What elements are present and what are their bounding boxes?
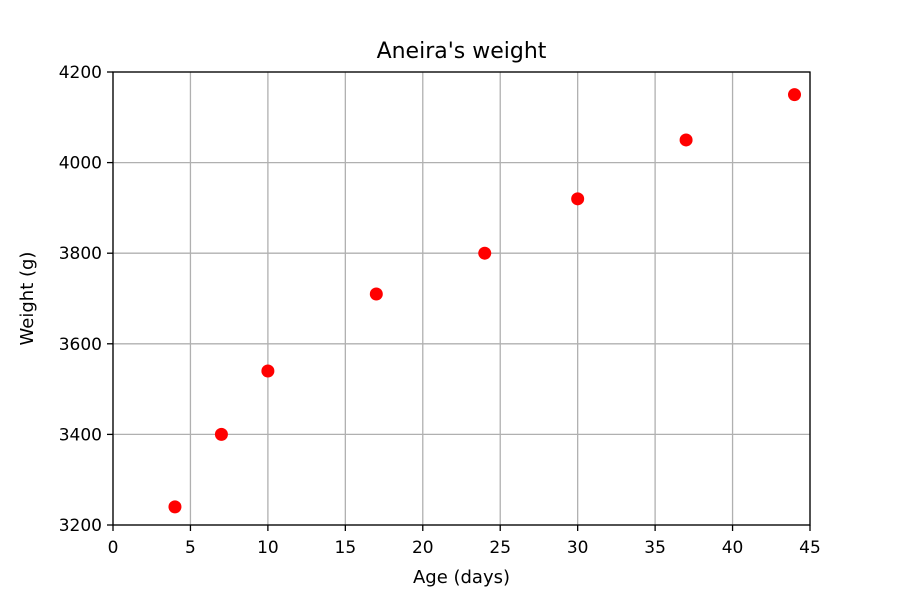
data-point <box>478 246 492 260</box>
x-tick-label: 25 <box>489 538 511 558</box>
data-point <box>571 192 585 206</box>
y-axis-label: Weight (g) <box>17 252 38 346</box>
data-point <box>788 88 802 102</box>
x-tick-label: 40 <box>722 538 744 558</box>
x-tick-label: 0 <box>108 538 119 558</box>
data-point <box>261 364 275 378</box>
data-points <box>168 88 802 514</box>
plot-frame <box>112 71 811 526</box>
x-tick-label: 5 <box>185 538 196 558</box>
x-tick-label: 10 <box>257 538 279 558</box>
y-tick-label: 3800 <box>59 244 102 264</box>
data-point <box>679 133 693 147</box>
data-point <box>369 287 383 301</box>
y-tick-label: 4200 <box>59 63 102 83</box>
x-tick-label: 15 <box>335 538 357 558</box>
x-tick-label: 20 <box>412 538 434 558</box>
axes <box>112 71 811 526</box>
y-tick-label: 3400 <box>59 425 102 445</box>
ticks: 0 5 10 15 20 25 30 35 40 45 3200 3400 3600 3800 4000 42… <box>59 63 821 558</box>
y-tick-label: 4000 <box>59 154 102 174</box>
x-tick-label: 45 <box>799 538 821 558</box>
data-point <box>214 427 228 441</box>
y-tick-label: 3600 <box>59 335 102 355</box>
x-axis-label: Age (days) <box>413 567 510 588</box>
x-tick-label: 35 <box>644 538 666 558</box>
data-point <box>168 500 182 514</box>
x-tick-label: 30 <box>567 538 589 558</box>
chart-title: Aneira's weight <box>377 39 547 64</box>
y-tick-label: 3200 <box>59 516 102 536</box>
